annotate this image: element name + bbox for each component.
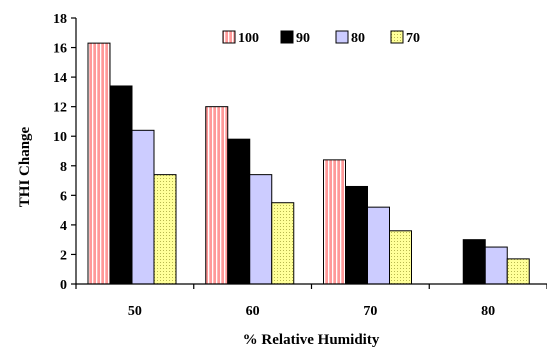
bar-90-50 [109,85,133,285]
bar-80-80 [484,246,508,285]
y-tick-label: 0 [60,278,67,293]
y-tick-label: 18 [53,12,67,27]
legend: 100 90 80 70 [222,30,420,46]
x-ticks-group: 50 60 70 80 [75,284,547,319]
legend-label-70: 70 [406,31,420,46]
y-tick-label: 8 [60,160,67,175]
bar-90-60 [227,138,251,285]
bar-70-70 [389,230,412,285]
legend-swatch-100 [222,30,236,44]
y-tick-label: 12 [53,101,67,116]
y-tick-label: 6 [60,189,67,204]
legend-label-80: 80 [351,31,365,46]
legend-swatch-90 [280,30,294,44]
bar-90-80 [462,239,486,285]
legend-swatch-80 [335,30,349,44]
y-tick-label: 14 [53,71,67,86]
x-tick-label: 50 [128,304,142,319]
x-tick-label: 60 [246,304,260,319]
y-tick-label: 2 [60,248,67,263]
bar-90-70 [345,185,368,285]
x-axis-title: % Relative Humidity [243,332,380,348]
y-tick-label: 16 [53,42,67,57]
bar-70-50 [153,174,177,285]
bar-70-80 [506,258,530,285]
bar-100-50 [87,42,111,285]
bar-80-60 [249,174,273,285]
y-tick-label: 4 [60,219,67,234]
legend-label-90: 90 [296,31,310,46]
legend-label-100: 100 [238,31,259,46]
bar-80-50 [131,129,155,285]
x-tick-label: 70 [363,304,377,319]
bar-100-70 [323,159,346,285]
bars-group [87,42,530,285]
bar-100-60 [205,106,229,285]
y-ticks-group: 0 2 4 6 8 10 12 14 16 18 [53,12,76,293]
y-axis-title: THI Change [17,126,33,207]
bar-70-60 [271,202,295,285]
y-tick-label: 10 [53,130,67,145]
bar-80-70 [367,206,390,285]
x-tick-label: 80 [481,304,495,319]
legend-swatch-70 [390,30,404,44]
